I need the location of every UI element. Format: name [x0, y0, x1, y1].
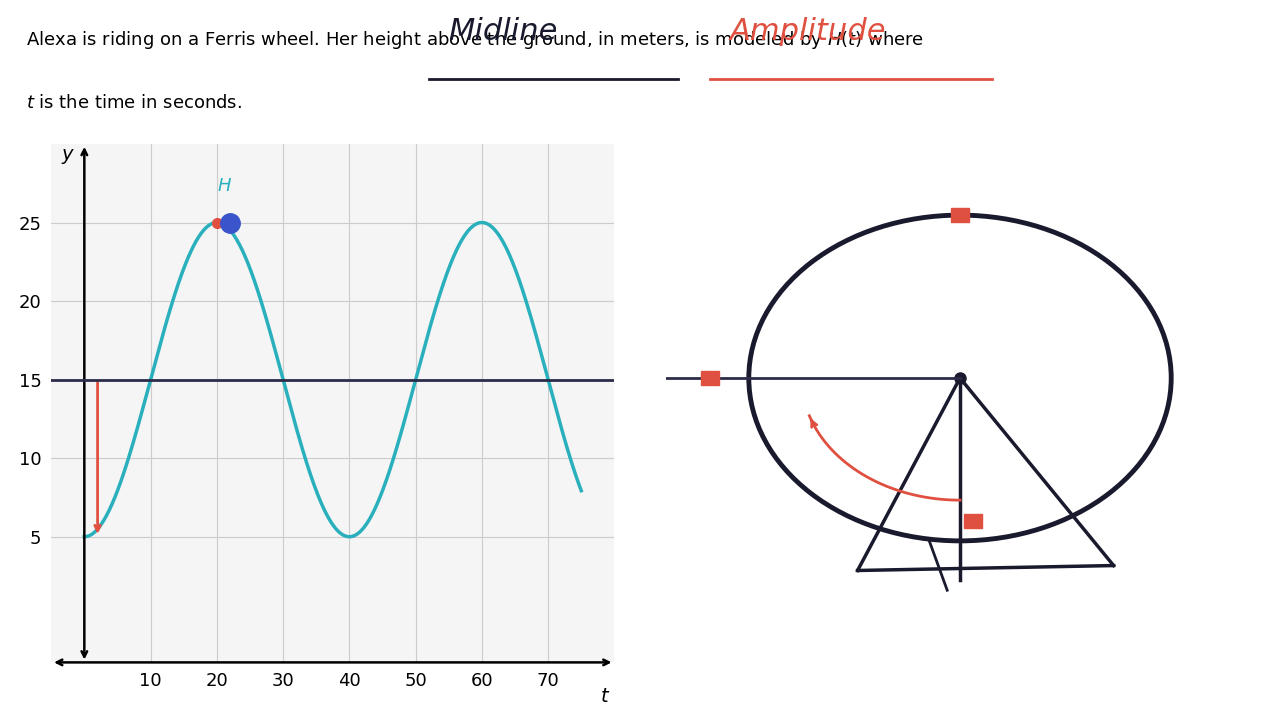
Bar — [701, 371, 719, 385]
Text: Amplitude: Amplitude — [730, 17, 886, 46]
Text: Alexa is riding on a Ferris wheel. Her height above the ground, in meters, is mo: Alexa is riding on a Ferris wheel. Her h… — [26, 29, 924, 51]
Text: Midline: Midline — [448, 17, 557, 46]
Text: $H$: $H$ — [216, 177, 232, 195]
Bar — [964, 514, 982, 528]
Text: t: t — [602, 687, 609, 706]
Bar — [951, 208, 969, 222]
Text: y: y — [61, 145, 73, 163]
Text: $t$ is the time in seconds.: $t$ is the time in seconds. — [26, 94, 242, 112]
